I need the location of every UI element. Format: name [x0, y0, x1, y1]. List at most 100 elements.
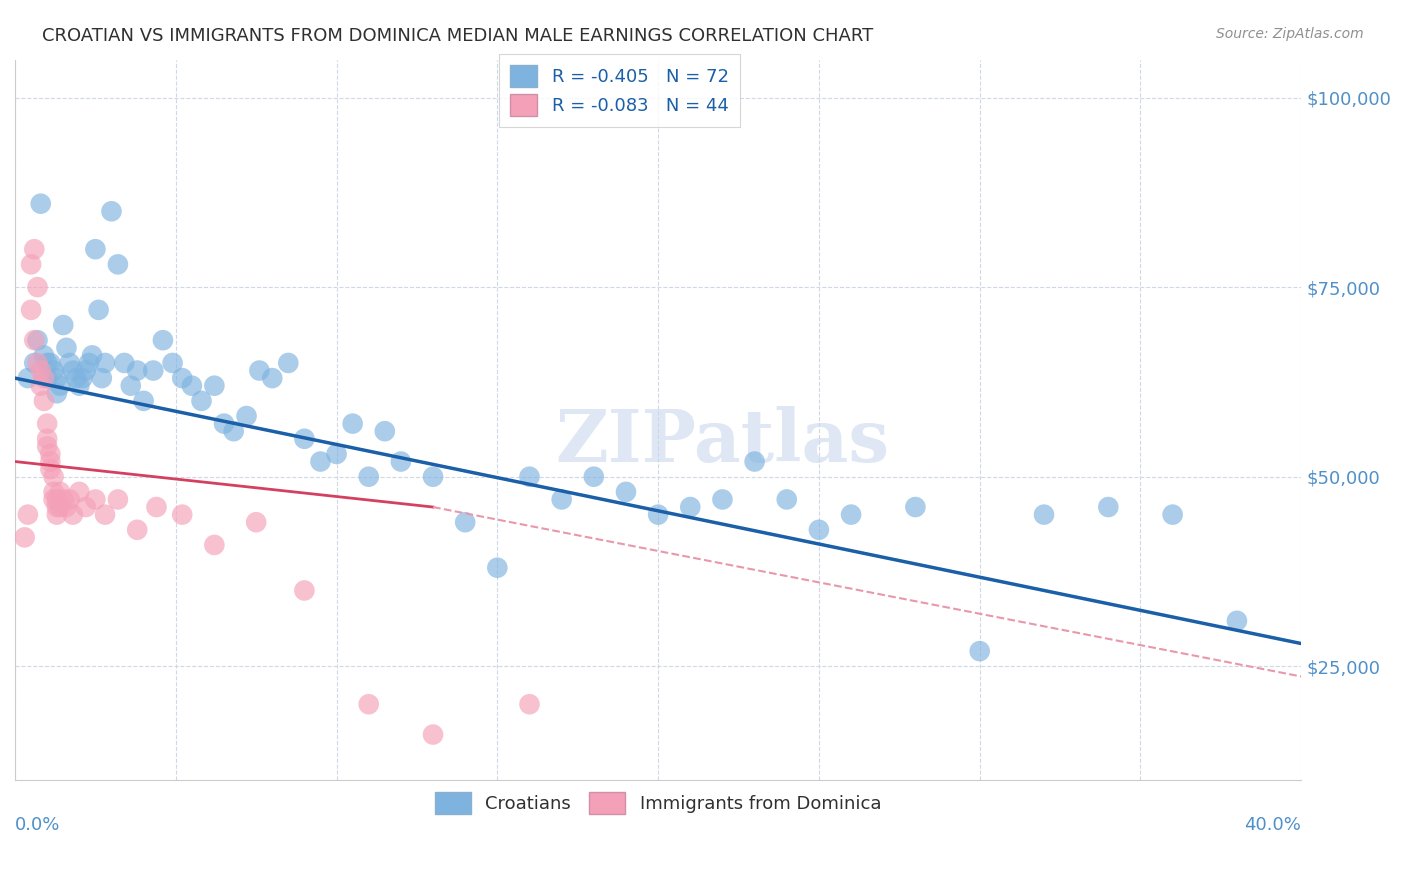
Point	[49, 500, 72, 514]
Point	[75, 500, 97, 514]
Point	[212, 417, 235, 431]
Point	[190, 393, 212, 408]
Point	[55, 341, 77, 355]
Point	[72, 371, 94, 385]
Point	[550, 492, 572, 507]
Point	[132, 393, 155, 408]
Point	[42, 363, 65, 377]
Point	[22, 333, 45, 347]
Point	[84, 242, 107, 256]
Point	[127, 523, 149, 537]
Point	[294, 583, 316, 598]
Point	[39, 454, 62, 468]
Point	[357, 697, 380, 711]
Point	[100, 204, 122, 219]
Point	[389, 454, 412, 468]
Point	[374, 424, 396, 438]
Point	[39, 447, 62, 461]
Point	[55, 500, 77, 514]
Point	[42, 469, 65, 483]
Point	[42, 492, 65, 507]
Point	[422, 469, 444, 483]
Point	[357, 469, 380, 483]
Point	[172, 371, 194, 385]
Text: 0.0%: 0.0%	[15, 816, 60, 834]
Point	[32, 348, 55, 362]
Point	[152, 333, 174, 347]
Point	[32, 393, 55, 408]
Point	[59, 492, 82, 507]
Point	[486, 560, 509, 574]
Point	[582, 469, 605, 483]
Point	[37, 439, 59, 453]
Text: 40.0%: 40.0%	[1244, 816, 1302, 834]
Point	[1226, 614, 1249, 628]
Point	[647, 508, 669, 522]
Point	[67, 484, 90, 499]
Point	[27, 333, 49, 347]
Point	[45, 508, 67, 522]
Point	[20, 302, 42, 317]
Point	[94, 356, 117, 370]
Point	[77, 356, 100, 370]
Point	[127, 363, 149, 377]
Point	[87, 302, 110, 317]
Point	[49, 484, 72, 499]
Point	[1033, 508, 1056, 522]
Point	[1161, 508, 1184, 522]
Point	[30, 378, 52, 392]
Point	[235, 409, 257, 423]
Point	[30, 196, 52, 211]
Point	[807, 523, 830, 537]
Point	[27, 356, 49, 370]
Point	[839, 508, 862, 522]
Point	[277, 356, 299, 370]
Point	[744, 454, 766, 468]
Point	[17, 371, 39, 385]
Point	[17, 508, 39, 522]
Point	[107, 257, 129, 271]
Point	[519, 469, 541, 483]
Point	[776, 492, 799, 507]
Point	[107, 492, 129, 507]
Point	[262, 371, 284, 385]
Point	[679, 500, 702, 514]
Point	[614, 484, 637, 499]
Point	[75, 363, 97, 377]
Point	[202, 538, 225, 552]
Point	[90, 371, 112, 385]
Point	[519, 697, 541, 711]
Point	[94, 508, 117, 522]
Point	[309, 454, 332, 468]
Point	[37, 417, 59, 431]
Point	[969, 644, 991, 658]
Legend: Croatians, Immigrants from Dominica: Croatians, Immigrants from Dominica	[427, 785, 889, 822]
Point	[162, 356, 184, 370]
Point	[20, 257, 42, 271]
Point	[172, 508, 194, 522]
Point	[62, 508, 84, 522]
Point	[45, 386, 67, 401]
Point	[42, 484, 65, 499]
Point	[1097, 500, 1119, 514]
Point	[45, 500, 67, 514]
Point	[22, 356, 45, 370]
Point	[202, 378, 225, 392]
Point	[32, 371, 55, 385]
Point	[142, 363, 165, 377]
Point	[342, 417, 364, 431]
Text: Source: ZipAtlas.com: Source: ZipAtlas.com	[1216, 27, 1364, 41]
Point	[294, 432, 316, 446]
Point	[120, 378, 142, 392]
Point	[222, 424, 245, 438]
Point	[39, 356, 62, 370]
Point	[711, 492, 734, 507]
Point	[45, 371, 67, 385]
Point	[59, 356, 82, 370]
Point	[245, 515, 267, 529]
Point	[39, 462, 62, 476]
Point	[27, 280, 49, 294]
Point	[37, 371, 59, 385]
Point	[52, 318, 75, 332]
Point	[112, 356, 135, 370]
